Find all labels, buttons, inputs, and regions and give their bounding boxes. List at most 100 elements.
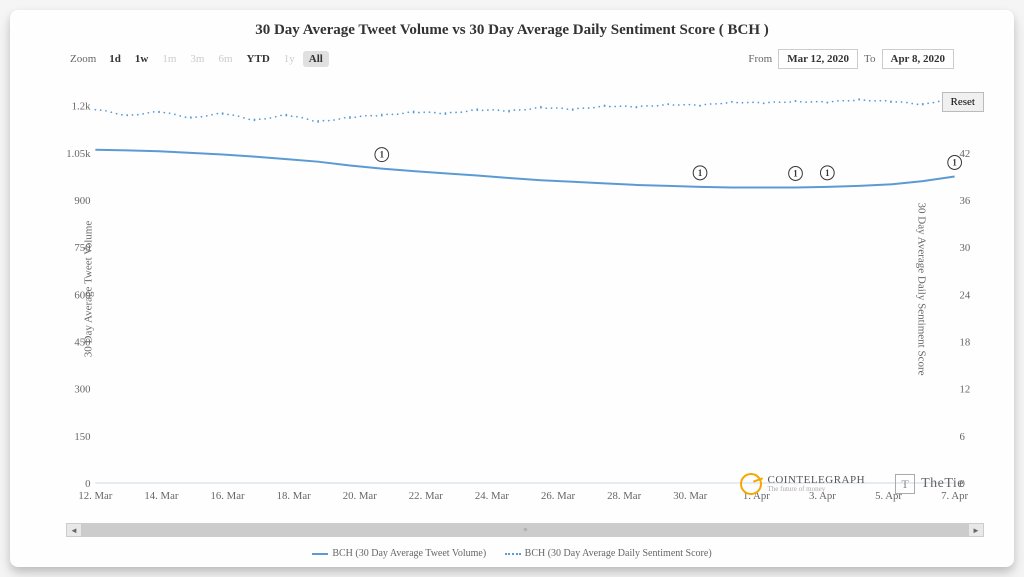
zoom-btn-ytd[interactable]: YTD [241, 51, 276, 67]
sentiment-dot [169, 112, 171, 114]
sentiment-dot [270, 117, 272, 119]
sentiment-dot [667, 104, 669, 106]
sentiment-dot [726, 102, 728, 104]
svg-text:150: 150 [74, 431, 91, 443]
sentiment-dot [853, 100, 855, 102]
sentiment-dot [763, 102, 765, 104]
zoom-btn-3m: 3m [184, 51, 210, 67]
sentiment-dot [450, 112, 452, 114]
sentiment-dot [190, 116, 192, 118]
sentiment-dot [609, 106, 611, 108]
sentiment-dot [689, 104, 691, 106]
sentiment-dot [545, 107, 547, 109]
sentiment-dot [906, 102, 908, 104]
navigator-scrollbar[interactable]: ◄ ≡ ► [66, 523, 984, 537]
sentiment-dot [445, 112, 447, 114]
sentiment-dot [370, 115, 372, 117]
sentiment-dot [439, 113, 441, 115]
sentiment-dot [232, 114, 234, 116]
sentiment-dot [678, 104, 680, 106]
sentiment-dot [328, 120, 330, 122]
chart-title: 30 Day Average Tweet Volume vs 30 Day Av… [10, 10, 1014, 39]
sentiment-dot [524, 109, 526, 111]
sentiment-dot [195, 116, 197, 118]
sentiment-dot [864, 99, 866, 101]
scrollbar-left-arrow[interactable]: ◄ [67, 524, 81, 536]
sentiment-dot [683, 104, 685, 106]
annotation-label: 1 [952, 157, 956, 167]
sentiment-dot [567, 108, 569, 110]
sentiment-dot [551, 107, 553, 109]
svg-text:24: 24 [960, 289, 971, 301]
sentiment-dot [354, 116, 356, 118]
reset-button[interactable]: Reset [942, 92, 984, 112]
sentiment-dot [312, 120, 314, 122]
sentiment-dot [264, 118, 266, 120]
svg-text:36: 36 [960, 195, 971, 207]
to-date-input[interactable]: Apr 8, 2020 [882, 49, 955, 69]
legend-dots-icon [505, 553, 521, 555]
sentiment-dot [259, 118, 261, 120]
to-label: To [864, 53, 875, 65]
scrollbar-right-arrow[interactable]: ► [969, 524, 983, 536]
sentiment-dot [508, 110, 510, 112]
sentiment-dot [185, 116, 187, 118]
sentiment-dot [307, 118, 309, 120]
svg-text:18. Mar: 18. Mar [277, 490, 311, 502]
sentiment-dot [503, 110, 505, 112]
svg-text:750: 750 [74, 242, 91, 254]
svg-text:22. Mar: 22. Mar [409, 490, 443, 502]
zoom-label: Zoom [70, 53, 96, 65]
sentiment-dot [349, 117, 351, 119]
sentiment-dot [731, 101, 733, 103]
sentiment-dot [789, 101, 791, 103]
sentiment-dot [174, 114, 176, 116]
legend-item-sentiment[interactable]: BCH (30 Day Average Daily Sentiment Scor… [505, 548, 712, 559]
svg-text:24. Mar: 24. Mar [475, 490, 509, 502]
zoom-btn-1w[interactable]: 1w [129, 51, 154, 67]
sentiment-dot [662, 104, 664, 106]
sentiment-dot [911, 103, 913, 105]
sentiment-dot [529, 108, 531, 110]
legend-line-icon [312, 553, 328, 555]
sentiment-dot [126, 114, 128, 116]
sentiment-dot [880, 100, 882, 102]
sentiment-dot [397, 113, 399, 115]
sentiment-dot [901, 101, 903, 103]
sentiment-dot [148, 112, 150, 114]
sentiment-dot [110, 111, 112, 113]
chart-plot-area[interactable]: 01503004506007509001.05k1.2k061218243036… [66, 82, 984, 507]
annotation-label: 1 [793, 168, 797, 178]
sentiment-dot [869, 100, 871, 102]
sentiment-dot [460, 111, 462, 113]
sentiment-dot [625, 105, 627, 107]
sentiment-dot [498, 109, 500, 111]
zoom-btn-1y: 1y [278, 51, 301, 67]
sentiment-dot [386, 113, 388, 115]
sentiment-dot [927, 102, 929, 104]
sentiment-dot [413, 112, 415, 114]
sentiment-dot [651, 105, 653, 107]
sentiment-dot [285, 115, 287, 117]
sentiment-dot [376, 115, 378, 117]
zoom-btn-all[interactable]: All [303, 51, 329, 67]
sentiment-dot [614, 106, 616, 108]
sentiment-dot [280, 115, 282, 117]
svg-text:18: 18 [960, 336, 971, 348]
scrollbar-thumb[interactable]: ≡ [81, 524, 969, 536]
sentiment-dot [216, 113, 218, 115]
sentiment-dot [317, 120, 319, 122]
sentiment-dot [795, 100, 797, 102]
sentiment-dot [296, 116, 298, 118]
sentiment-dot [742, 102, 744, 104]
sentiment-dot [121, 114, 123, 116]
thetie-name: TheTie [921, 476, 964, 492]
from-date-input[interactable]: Mar 12, 2020 [778, 49, 858, 69]
chart-card: 30 Day Average Tweet Volume vs 30 Day Av… [10, 10, 1014, 567]
zoom-btn-1d[interactable]: 1d [103, 51, 127, 67]
sentiment-dot [826, 102, 828, 104]
legend-item-volume[interactable]: BCH (30 Day Average Tweet Volume) [312, 548, 486, 559]
cointelegraph-icon [740, 473, 762, 495]
sentiment-dot [784, 101, 786, 103]
sentiment-dot [243, 117, 245, 119]
